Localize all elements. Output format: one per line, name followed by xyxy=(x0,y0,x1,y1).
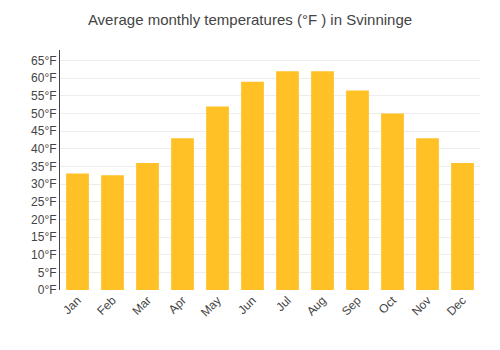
svg-text:5°F: 5°F xyxy=(38,266,57,280)
svg-text:Jun: Jun xyxy=(235,293,259,317)
svg-text:Dec: Dec xyxy=(444,293,469,318)
svg-text:Jul: Jul xyxy=(273,293,294,314)
svg-text:20°F: 20°F xyxy=(31,213,56,227)
svg-text:0°F: 0°F xyxy=(38,283,57,297)
svg-text:May: May xyxy=(198,293,224,319)
svg-text:15°F: 15°F xyxy=(31,230,56,244)
svg-text:Mar: Mar xyxy=(129,293,154,318)
svg-text:10°F: 10°F xyxy=(31,248,56,262)
svg-text:Nov: Nov xyxy=(409,293,434,318)
svg-text:50°F: 50°F xyxy=(31,107,56,121)
svg-text:30°F: 30°F xyxy=(31,177,56,191)
svg-text:25°F: 25°F xyxy=(31,195,56,209)
svg-text:35°F: 35°F xyxy=(31,160,56,174)
svg-text:Average monthly temperatures (: Average monthly temperatures (°F ) in Sv… xyxy=(88,11,412,28)
svg-text:55°F: 55°F xyxy=(31,89,56,103)
svg-text:Jan: Jan xyxy=(60,293,84,317)
svg-text:Oct: Oct xyxy=(376,293,400,317)
svg-text:40°F: 40°F xyxy=(31,142,56,156)
svg-text:Apr: Apr xyxy=(166,293,189,316)
svg-text:Sep: Sep xyxy=(339,293,364,318)
svg-text:45°F: 45°F xyxy=(31,124,56,138)
svg-text:Aug: Aug xyxy=(304,293,329,318)
svg-text:Feb: Feb xyxy=(94,293,119,318)
svg-text:65°F: 65°F xyxy=(31,54,56,68)
svg-text:60°F: 60°F xyxy=(31,71,56,85)
